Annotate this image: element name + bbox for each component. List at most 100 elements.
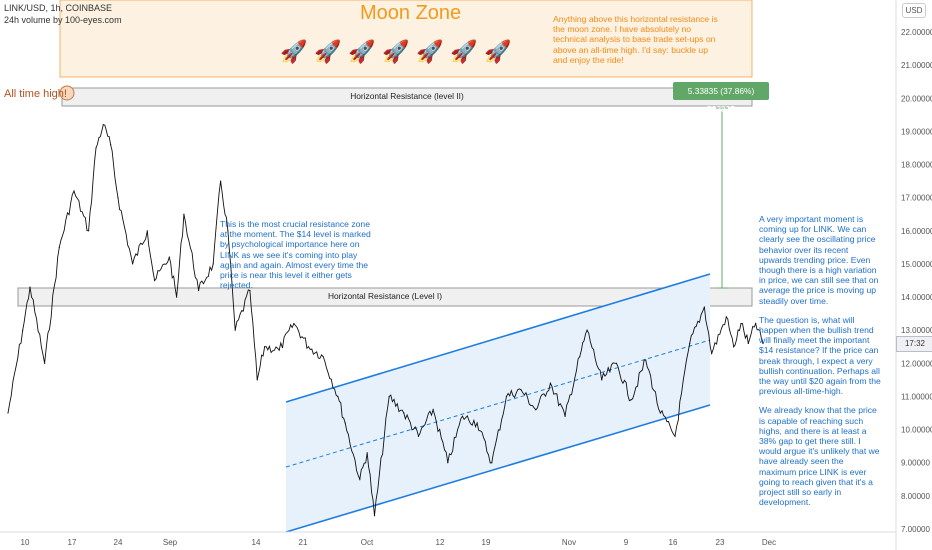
right-note-paragraph-3: We already know that the price is capabl…: [759, 405, 880, 508]
price-point: [88, 230, 90, 232]
x-tick-label: 24: [114, 538, 123, 547]
price-point: [579, 356, 581, 358]
price-point: [175, 296, 178, 298]
price-point: [359, 478, 361, 480]
x-tick-label: Sep: [163, 538, 178, 547]
rocket-icon: 🚀: [280, 39, 308, 64]
channel-fill: [286, 274, 710, 532]
price-point: [586, 329, 588, 331]
price-point: [491, 462, 493, 464]
y-tick-label: 19.00000: [901, 127, 932, 136]
price-point: [293, 322, 295, 325]
price-point: [689, 342, 691, 345]
y-tick-label: 7.00000: [901, 525, 930, 534]
channel-upper-line: [285, 273, 711, 403]
x-tick-label: Oct: [361, 538, 374, 547]
ath-marker-circle: [59, 85, 75, 101]
right-note-paragraph-1: A very important moment is coming up for…: [759, 214, 879, 306]
price-point: [219, 180, 222, 182]
price-point: [535, 409, 537, 411]
price-line: [7, 124, 764, 516]
y-tick-label: 11.00000: [901, 392, 932, 401]
price-point: [601, 379, 603, 381]
price-point: [249, 289, 251, 292]
price-point: [117, 197, 119, 199]
x-tick-label: 16: [669, 538, 678, 547]
price-point: [615, 362, 617, 364]
channel-lower-line: [285, 404, 711, 533]
price-point: [432, 409, 434, 411]
rocket-icon: 🚀: [484, 39, 512, 64]
price-point: [146, 230, 148, 232]
x-tick-label: 19: [482, 538, 491, 547]
price-point: [564, 415, 566, 417]
x-tick-label: 17: [68, 538, 77, 547]
price-point: [263, 346, 266, 348]
price-point: [58, 246, 60, 248]
price-point: [366, 452, 368, 454]
y-tick-label: 12.00000: [901, 359, 932, 368]
rocket-icon: 🚀: [450, 39, 478, 64]
price-point: [102, 124, 104, 126]
y-tick-label: 14.00000: [901, 293, 932, 302]
price-point: [447, 462, 449, 464]
all-time-high-label: All time high!: [4, 88, 67, 100]
x-tick-label: 23: [716, 538, 725, 547]
price-point: [725, 316, 727, 318]
price-point: [322, 356, 324, 358]
price-point: [520, 389, 522, 391]
price-point: [747, 342, 749, 345]
price-point: [110, 144, 112, 146]
price-point: [762, 342, 764, 345]
moon-zone-box: [59, 0, 753, 78]
volume-line: 24h volume by 100-eyes.com: [4, 15, 122, 25]
channel-mid-line: [285, 339, 711, 468]
price-point: [505, 395, 508, 398]
y-tick-label: 18.00000: [901, 161, 932, 170]
price-point: [7, 412, 9, 414]
symbol-line: LINK/USD, 1h, COINBASE: [4, 3, 113, 13]
timer-badge: 17:32: [896, 336, 932, 352]
price-point: [645, 359, 647, 361]
x-tick-label: Dec: [762, 538, 776, 547]
y-tick-label: 17.00000: [901, 194, 932, 203]
x-tick-label: 14: [252, 538, 261, 547]
resistance-zone-1: [17, 287, 753, 307]
price-series: [7, 124, 764, 517]
resistance-2-label: Horizontal Resistance (level II): [350, 91, 464, 101]
resistance-1-label: Horizontal Resistance (Level I): [327, 291, 443, 301]
currency-badge[interactable]: USD: [902, 3, 926, 18]
y-axis: 7.00000 8.00000 9.00000 10.00000 11.00000 12.…: [901, 28, 932, 534]
price-point: [337, 395, 339, 398]
y-tick-label: 9.00000: [901, 459, 930, 468]
price-point: [733, 346, 735, 348]
price-point: [197, 289, 200, 292]
measure-label: 5.33835 (37.86%) 533835: [673, 82, 769, 114]
price-point: [476, 422, 478, 424]
right-analysis-note: A very important moment is coming up for…: [759, 214, 883, 516]
rocket-icon: 🚀: [348, 39, 376, 64]
price-point: [183, 213, 185, 215]
y-tick-label: 21.00000: [901, 61, 932, 70]
price-point: [95, 147, 97, 149]
rocket-icon: 🚀: [416, 39, 444, 64]
price-point: [740, 322, 742, 325]
price-point: [227, 230, 229, 232]
price-point: [549, 382, 552, 384]
x-axis: 10 17 24 Sep 14 21 Oct 12 19 Nov 9 16 23 Dec: [21, 538, 777, 547]
x-tick-label: Nov: [562, 538, 576, 547]
price-point: [461, 415, 464, 417]
x-tick-label: 10: [21, 538, 30, 547]
price-point: [278, 349, 280, 351]
moon-zone-note: Anything above this horizontal resistanc…: [553, 14, 718, 65]
price-point: [29, 286, 31, 288]
x-tick-label: 12: [436, 538, 445, 547]
y-tick-label: 22.00000: [901, 28, 932, 37]
price-point: [703, 306, 705, 308]
price-point: [256, 379, 258, 381]
price-point: [132, 263, 134, 265]
x-tick-label: 21: [299, 538, 308, 547]
price-point: [44, 362, 46, 364]
price-point: [22, 329, 24, 331]
